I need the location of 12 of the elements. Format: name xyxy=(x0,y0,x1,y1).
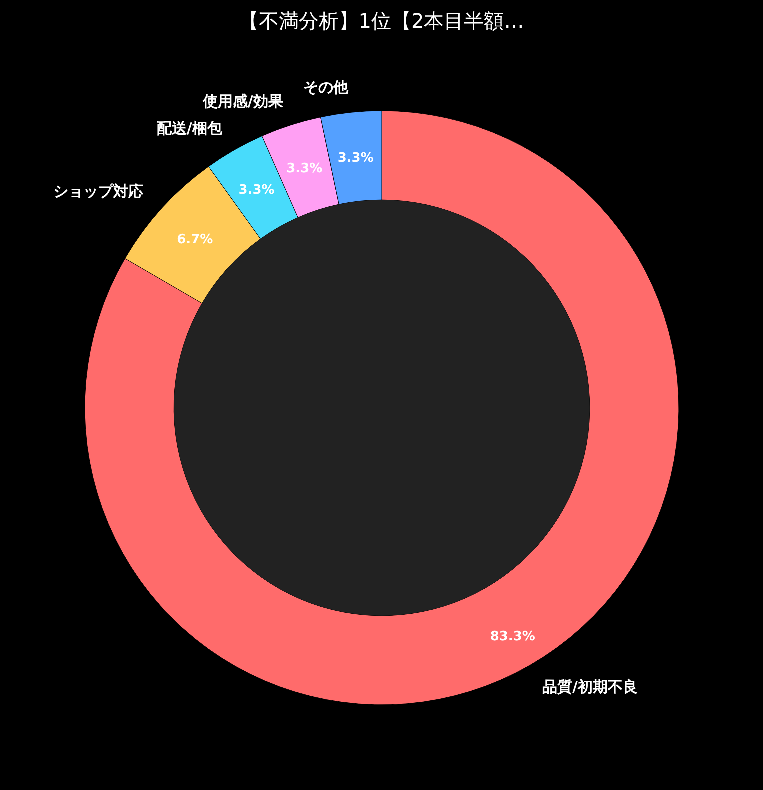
slice-label: その他 xyxy=(304,78,350,97)
slice-label: ショップ対応 xyxy=(54,182,144,200)
chart-title: 【不満分析】1位【2本目半額… xyxy=(238,9,524,33)
slice-label: 配送/梱包 xyxy=(156,119,224,138)
data-label: 3.3% xyxy=(286,162,323,177)
data-label: 83.3% xyxy=(490,629,536,644)
slice-label: 使用感/効果 xyxy=(202,92,284,110)
data-label: 6.7% xyxy=(177,232,214,248)
donut-slice xyxy=(84,110,680,705)
data-label: 3.3% xyxy=(338,150,374,166)
slice-label: 品質/初期不良 xyxy=(542,678,638,696)
data-label: 3.3% xyxy=(238,182,275,198)
